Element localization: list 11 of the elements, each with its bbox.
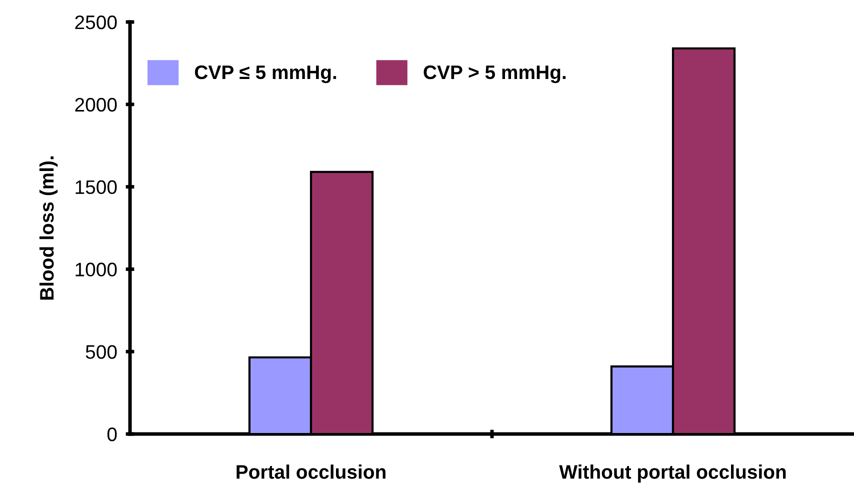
- y-tick-label: 0: [107, 427, 117, 442]
- y-tick-label: 2000: [75, 98, 117, 112]
- x-tick-label: Without portal occlusion: [559, 464, 786, 483]
- y-tick-label: 1500: [76, 180, 117, 194]
- y-axis-title: Blood loss (ml).: [39, 156, 58, 300]
- y-tick-label: 2500: [75, 15, 117, 30]
- legend-label: CVP > 5 mmHg.: [424, 65, 566, 84]
- x-tick-label: Portal occlusion: [236, 464, 386, 479]
- y-tick-label: 1000: [76, 262, 117, 276]
- legend-label: CVP ≤ 5 mmHg.: [194, 65, 336, 84]
- y-tick-label: 500: [86, 345, 117, 359]
